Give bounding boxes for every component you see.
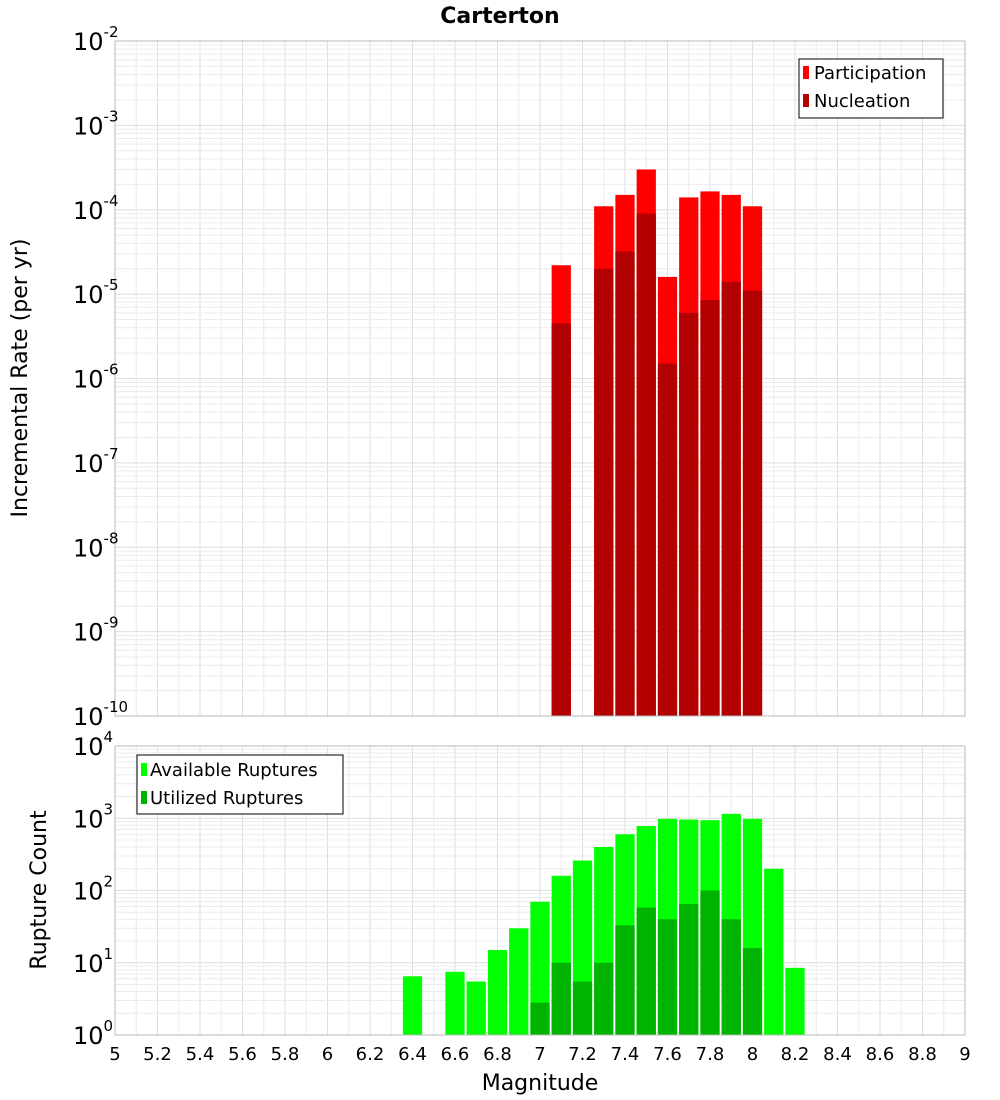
- available-ruptures-bar: [509, 928, 529, 1035]
- x-tick-label: 6.8: [483, 1044, 512, 1065]
- x-tick-label: 7.4: [611, 1044, 640, 1065]
- utilized-ruptures-bar: [679, 904, 699, 1035]
- legend-label-nucleation: Nucleation: [814, 91, 910, 112]
- top-y-tick-label: 10-3: [73, 107, 119, 140]
- utilized-ruptures-bar: [657, 919, 678, 1035]
- top-y-tick-label: 10-8: [73, 529, 119, 562]
- x-tick-label: 8.8: [908, 1044, 937, 1065]
- nucleation-bar: [742, 290, 763, 716]
- nucleation-bar: [700, 300, 720, 716]
- nucleation-bar: [594, 268, 614, 716]
- top-y-tick-label: 10-7: [73, 445, 119, 478]
- legend-label-available: Available Ruptures: [150, 760, 318, 781]
- nucleation-bar: [636, 213, 656, 717]
- available-ruptures-bar: [445, 971, 465, 1035]
- utilized-ruptures-bar: [615, 925, 635, 1035]
- top-y-tick-label: 10-6: [73, 361, 119, 394]
- bottom-y-ticks: 104 103 102 101 100: [73, 728, 113, 1050]
- x-tick-label: 6.2: [356, 1044, 385, 1065]
- x-tick-label: 9: [959, 1044, 970, 1065]
- x-axis-title: Magnitude: [482, 1071, 599, 1096]
- incremental-rate-panel: 10-2 10-3 10-4 10-5 10-6 10-7 10-8 10-9 10-10 In…: [8, 23, 966, 731]
- bottom-y-tick-label: 103: [73, 800, 113, 833]
- x-tick-label: 5.2: [143, 1044, 172, 1065]
- rupture-count-panel: 104 103 102 101 100 Rupture Count Available …: [27, 728, 966, 1050]
- bottom-legend: Available Ruptures Utilized Ruptures: [136, 754, 344, 815]
- top-y-tick-label: 10-10: [73, 698, 128, 731]
- available-ruptures-bar: [466, 981, 486, 1035]
- legend-swatch-nucleation: [803, 94, 809, 107]
- nucleation-bar: [551, 323, 571, 716]
- utilized-ruptures-bar: [594, 962, 614, 1035]
- bottom-bars: [402, 813, 805, 1035]
- bottom-y-tick-label: 100: [73, 1017, 113, 1050]
- legend-swatch-available: [141, 763, 147, 776]
- nucleation-bar: [679, 312, 699, 716]
- top-y-tick-label: 10-5: [73, 276, 119, 309]
- bottom-y-tick-label: 101: [73, 945, 113, 978]
- top-grid: [114, 41, 966, 717]
- legend-swatch-utilized: [141, 791, 147, 804]
- available-ruptures-bar: [402, 976, 423, 1035]
- available-ruptures-bar: [530, 901, 550, 1035]
- top-y-tick-label: 10-4: [73, 192, 119, 225]
- available-ruptures-bar: [785, 967, 805, 1035]
- bottom-y-tick-label: 102: [73, 873, 113, 906]
- nucleation-bar: [721, 281, 741, 716]
- x-tick-label: 7.2: [568, 1044, 597, 1065]
- bottom-y-axis-title: Rupture Count: [27, 810, 52, 970]
- x-tick-label: 5.4: [186, 1044, 215, 1065]
- legend-label-utilized: Utilized Ruptures: [150, 788, 303, 809]
- available-ruptures-bar: [487, 950, 508, 1035]
- utilized-ruptures-bar: [700, 890, 720, 1035]
- utilized-ruptures-bar: [530, 1002, 550, 1035]
- x-tick-label: 8.6: [866, 1044, 895, 1065]
- x-tick-label: 7.8: [696, 1044, 725, 1065]
- x-tick-labels: 5 5.2 5.4 5.6 5.8 6 6.2 6.4 6.6 6.8 7 7.2 7.4 7.6 7.8 8…: [109, 1044, 970, 1065]
- bottom-plot-frame: [114, 745, 966, 1036]
- legend-swatch-participation: [803, 66, 809, 79]
- x-tick-label: 7: [534, 1044, 545, 1065]
- x-tick-label: 5.8: [271, 1044, 300, 1065]
- x-tick-label: 6.4: [398, 1044, 427, 1065]
- utilized-ruptures-bar: [636, 907, 656, 1035]
- x-tick-label: 7.6: [653, 1044, 682, 1065]
- utilized-ruptures-bar: [551, 962, 571, 1035]
- x-tick-label: 5.6: [228, 1044, 257, 1065]
- x-tick-label: 8: [747, 1044, 758, 1065]
- bottom-y-tick-label: 104: [73, 728, 113, 761]
- chart-title: Carterton: [440, 4, 559, 29]
- x-tick-label: 6.6: [441, 1044, 470, 1065]
- utilized-ruptures-bar: [742, 948, 763, 1035]
- top-y-tick-label: 10-2: [73, 23, 119, 56]
- top-legend-box: [798, 58, 944, 119]
- available-ruptures-bar: [764, 868, 784, 1035]
- top-y-axis-title: Incremental Rate (per yr): [8, 239, 33, 518]
- x-tick-label: 8.2: [781, 1044, 810, 1065]
- utilized-ruptures-bar: [721, 919, 741, 1035]
- legend-label-participation: Participation: [814, 63, 926, 84]
- nucleation-bar: [657, 363, 678, 716]
- x-tick-label: 5: [109, 1044, 120, 1065]
- x-tick-label: 6: [322, 1044, 333, 1065]
- x-tick-label: 8.4: [823, 1044, 852, 1065]
- top-plot-frame: [114, 40, 966, 717]
- top-legend: Participation Nucleation: [798, 58, 944, 119]
- nucleation-bar: [615, 251, 635, 716]
- top-y-tick-label: 10-9: [73, 614, 119, 647]
- top-y-ticks: 10-2 10-3 10-4 10-5 10-6 10-7 10-8 10-9 10-10: [73, 23, 128, 731]
- utilized-ruptures-bar: [572, 981, 593, 1035]
- top-bars: [551, 169, 763, 717]
- bottom-legend-box: [136, 754, 344, 815]
